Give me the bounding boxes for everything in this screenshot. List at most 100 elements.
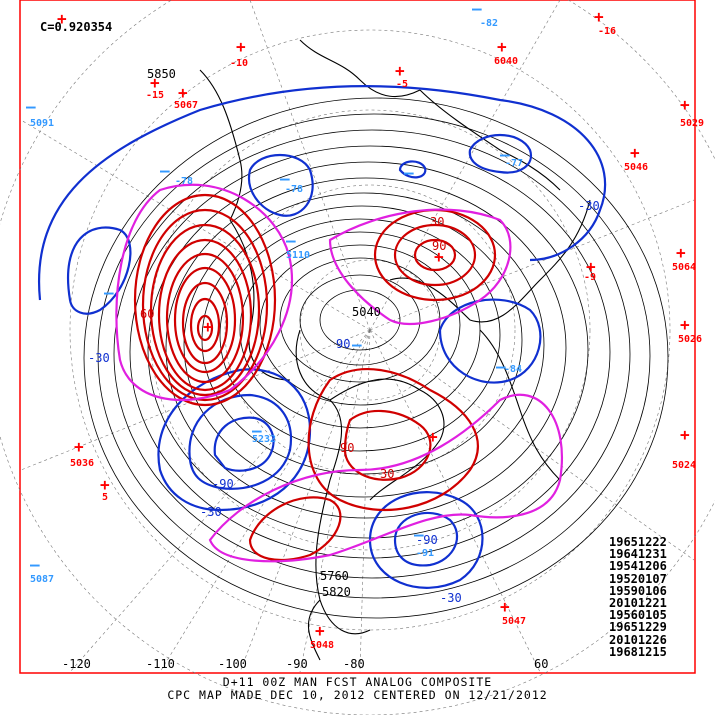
marker-label: 5029 — [680, 118, 704, 129]
marker-minus: – — [26, 97, 36, 116]
marker-plus: + — [57, 9, 67, 28]
marker-label: 5087 — [30, 574, 54, 585]
contour-label: 60 — [140, 307, 154, 321]
height-labels: 5850 5040 5760 5820 — [147, 67, 381, 599]
marker-label: -78 — [175, 176, 193, 187]
marker-label: 5048 — [310, 640, 334, 651]
marker-label: 5024 — [672, 460, 696, 471]
analog-date: 19590106 — [609, 583, 667, 598]
analog-date: 19541206 — [609, 559, 667, 574]
contour-label: 90 — [340, 441, 354, 455]
contour-label: -30 — [440, 591, 462, 605]
analog-dates-list: 19651222 19641231 19541206 19520107 1959… — [609, 536, 695, 658]
marker-label: -9 — [584, 272, 596, 283]
marker-minus: – — [160, 161, 170, 180]
marker-label: -78 — [285, 184, 303, 195]
analog-date: 19520107 — [609, 571, 667, 586]
marker-plus: + — [203, 317, 213, 336]
marker-plus: + — [497, 37, 507, 56]
marker-minus: – — [30, 555, 40, 574]
longitude-label: 60 — [534, 657, 549, 671]
marker-minus: – — [404, 163, 414, 182]
height-label: 5760 — [320, 569, 349, 583]
contour-label: -30 — [88, 351, 110, 365]
marker-label: 5232 — [252, 434, 276, 445]
marker-plus: + — [236, 37, 246, 56]
positive-anomaly-contours — [133, 193, 497, 562]
marker-label: 6040 — [494, 56, 518, 67]
marker-minus: – — [252, 421, 262, 440]
analog-date: 20101226 — [609, 632, 667, 647]
marker-plus: + — [178, 83, 188, 102]
height-label: 5850 — [147, 67, 176, 81]
anomaly-labels: -30 -30 -30 -30 -90 -90 30 90 30 60 90 9… — [88, 199, 600, 605]
coastlines — [199, 39, 591, 661]
contour-label: -90 — [416, 533, 438, 547]
marker-minus: – — [280, 169, 290, 188]
positive-markers: + + -10 + -15 + 5067 + -5 + 6040 + -16 +… — [57, 7, 704, 651]
marker-label: 5067 — [174, 100, 198, 111]
analog-date: 19651229 — [609, 620, 667, 635]
longitude-label: -100 — [218, 657, 247, 671]
marker-plus: + — [680, 425, 690, 444]
zero-anomaly-contours — [115, 183, 563, 563]
longitude-label: -90 — [286, 657, 308, 671]
marker-label: 5091 — [30, 118, 54, 129]
longitude-label: -110 — [146, 657, 175, 671]
negative-markers: – 5091 – -82 – -78 – -78 – -77 – – 5110 … — [26, 0, 523, 585]
marker-plus: + — [100, 475, 110, 494]
marker-plus: + — [630, 143, 640, 162]
marker-plus: + — [434, 247, 444, 266]
marker-plus: + — [395, 61, 405, 80]
marker-label: 5036 — [70, 458, 94, 469]
longitude-label: -80 — [343, 657, 365, 671]
marker-minus: – — [500, 145, 510, 164]
analog-date: 20101221 — [609, 596, 667, 611]
marker-label: -82 — [480, 18, 498, 29]
marker-plus: + — [150, 73, 160, 92]
marker-label: 5064 — [672, 262, 696, 273]
marker-minus: – — [496, 357, 506, 376]
contour-label: 90 — [336, 337, 350, 351]
marker-label: -84 — [504, 364, 522, 375]
correlation-label: C=0.920354 — [40, 20, 113, 34]
marker-minus: – — [352, 335, 362, 354]
marker-label: 5047 — [502, 616, 526, 627]
marker-label: 5026 — [678, 334, 702, 345]
marker-minus: – — [472, 0, 482, 18]
contour-label: 30 — [430, 215, 444, 229]
marker-plus: + — [594, 7, 604, 26]
analog-date: 19560105 — [609, 608, 667, 623]
marker-label: 5046 — [624, 162, 648, 173]
height-label: 5040 — [352, 305, 381, 319]
marker-label: -15 — [146, 90, 164, 101]
marker-plus: + — [586, 257, 596, 276]
marker-label: -10 — [230, 58, 248, 69]
contour-label: -90 — [212, 477, 234, 491]
map-border — [19, 0, 696, 674]
marker-label: 5 — [102, 492, 108, 503]
contour-label: -30 — [200, 505, 222, 519]
height-label: 5820 — [322, 585, 351, 599]
marker-plus: + — [680, 95, 690, 114]
marker-plus: + — [74, 437, 84, 456]
analog-date: 19641231 — [609, 547, 667, 562]
marker-label: -16 — [598, 26, 616, 37]
marker-label: -5 — [396, 79, 408, 90]
contour-label: 90 — [432, 239, 446, 253]
marker-minus: – — [104, 283, 114, 302]
marker-minus: – — [414, 525, 424, 544]
analog-date: 19681215 — [609, 644, 667, 659]
marker-label: -91 — [416, 548, 434, 559]
marker-plus: + — [315, 621, 325, 640]
analog-date: 19651222 — [609, 535, 667, 549]
marker-plus: + — [680, 315, 690, 334]
caption-title: D+11 00Z MAN FCST ANALOG COMPOSITE — [222, 675, 493, 689]
marker-minus: – — [286, 231, 296, 250]
contour-label: -30 — [578, 199, 600, 213]
marker-label: 5110 — [286, 250, 310, 261]
longitude-label: -120 — [62, 657, 91, 671]
marker-plus: + — [428, 427, 438, 446]
marker-plus: + — [676, 243, 686, 262]
